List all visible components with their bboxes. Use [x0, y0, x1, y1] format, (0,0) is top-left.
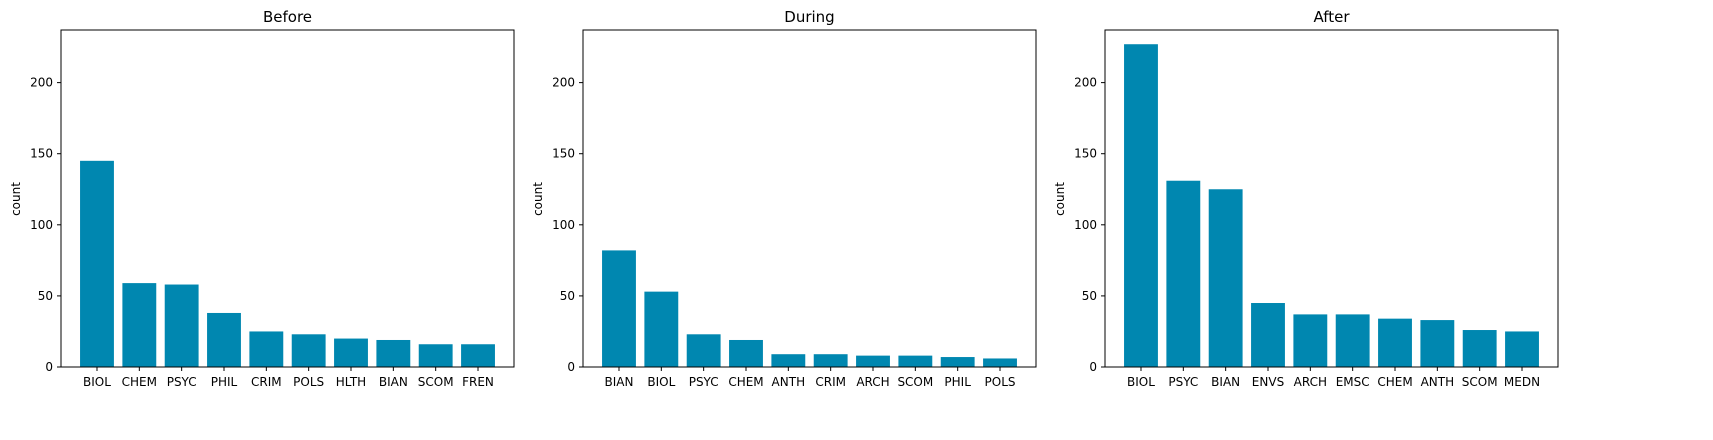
bar-pols: [291, 334, 326, 367]
y-tick-label: 150: [30, 147, 53, 161]
x-tick-label: ANTH: [1421, 375, 1455, 389]
y-tick-label: 150: [552, 147, 575, 161]
bar-biol: [644, 291, 679, 367]
x-tick-label: BIOL: [83, 375, 111, 389]
axes-frame: [582, 29, 1037, 368]
bar-biol: [80, 160, 114, 367]
bar-bian: [1208, 189, 1243, 367]
bar-bian: [602, 250, 636, 367]
chart-title: After: [1313, 8, 1350, 26]
axes-frame: [1104, 29, 1559, 368]
y-axis-label: count: [1053, 182, 1067, 216]
x-tick-label: CHEM: [1377, 375, 1412, 389]
y-tick-label: 0: [567, 360, 575, 374]
x-tick-label: PSYC: [1168, 375, 1198, 389]
x-tick-label: CRIM: [815, 375, 846, 389]
y-tick-label: 0: [45, 360, 53, 374]
x-tick-label: FREN: [462, 375, 494, 389]
x-tick-label: CHEM: [728, 375, 763, 389]
y-tick-label: 0: [1089, 360, 1097, 374]
y-tick-label: 50: [38, 289, 53, 303]
y-axis-label: count: [9, 182, 23, 216]
chart-title: Before: [263, 8, 312, 26]
bar-arch: [1293, 314, 1328, 367]
x-tick-label: SCOM: [897, 375, 933, 389]
bar-bian: [376, 339, 411, 367]
x-tick-label: MEDN: [1504, 375, 1540, 389]
bar-crim: [249, 331, 284, 367]
bar-pols: [983, 358, 1017, 367]
chart-title: During: [784, 8, 834, 26]
x-tick-label: BIAN: [1211, 375, 1240, 389]
x-tick-label: BIAN: [605, 375, 634, 389]
x-tick-label: PSYC: [167, 375, 197, 389]
y-tick-label: 200: [30, 76, 53, 90]
x-tick-label: ENVS: [1252, 375, 1284, 389]
axes-frame: [60, 29, 515, 368]
y-tick-label: 150: [1074, 147, 1097, 161]
x-tick-label: PSYC: [689, 375, 719, 389]
x-tick-label: HLTH: [336, 375, 366, 389]
x-tick-label: PHIL: [944, 375, 971, 389]
bar-hlth: [334, 338, 368, 367]
bar-scom: [1462, 330, 1497, 367]
bar-chem: [1378, 318, 1412, 367]
x-tick-label: SCOM: [1462, 375, 1498, 389]
x-tick-label: PHIL: [211, 375, 238, 389]
bar-scom: [898, 355, 933, 367]
bar-anth: [771, 354, 806, 367]
bar-crim: [813, 354, 848, 367]
bar-psyc: [686, 334, 721, 367]
bar-medn: [1505, 331, 1539, 367]
y-tick-label: 50: [1082, 289, 1097, 303]
bar-phil: [207, 312, 241, 367]
x-tick-label: BIAN: [379, 375, 408, 389]
bar-psyc: [1166, 180, 1201, 367]
bar-phil: [940, 357, 975, 367]
panel-before: Before count BIOL CHEM PSYC PHIL CRIM POLS HLT…: [9, 8, 515, 389]
x-tick-label: BIOL: [1127, 375, 1155, 389]
y-tick-label: 100: [552, 218, 575, 232]
bar-fren: [461, 344, 495, 367]
y-tick-label: 200: [552, 76, 575, 90]
x-tick-label: CRIM: [251, 375, 282, 389]
bar-chem: [122, 283, 157, 367]
x-tick-label: POLS: [293, 375, 324, 389]
bar-emsc: [1335, 314, 1370, 367]
bar-biol: [1124, 44, 1158, 367]
y-tick-label: 200: [1074, 76, 1097, 90]
x-tick-label: BIOL: [647, 375, 675, 389]
y-axis-label: count: [531, 182, 545, 216]
bar-anth: [1420, 320, 1455, 367]
x-tick-label: ARCH: [1294, 375, 1327, 389]
bar-arch: [856, 355, 890, 367]
x-tick-label: ARCH: [856, 375, 889, 389]
panel-during: During count BIAN BIOL PSYC CHEM ANTH CRIM ARC…: [531, 8, 1037, 389]
y-tick-label: 50: [560, 289, 575, 303]
y-tick-label: 100: [1074, 218, 1097, 232]
panel-after: After count BIOL PSYC BIAN ENVS ARCH EMSC CHEM…: [1053, 8, 1559, 389]
bar-envs: [1251, 303, 1285, 367]
x-tick-label: CHEM: [122, 375, 157, 389]
y-tick-label: 100: [30, 218, 53, 232]
x-tick-label: EMSC: [1336, 375, 1370, 389]
bar-scom: [418, 344, 453, 367]
x-tick-label: POLS: [985, 375, 1016, 389]
bar-chem: [729, 339, 763, 367]
bar-psyc: [164, 284, 199, 367]
x-tick-label: SCOM: [418, 375, 454, 389]
x-tick-label: ANTH: [772, 375, 806, 389]
